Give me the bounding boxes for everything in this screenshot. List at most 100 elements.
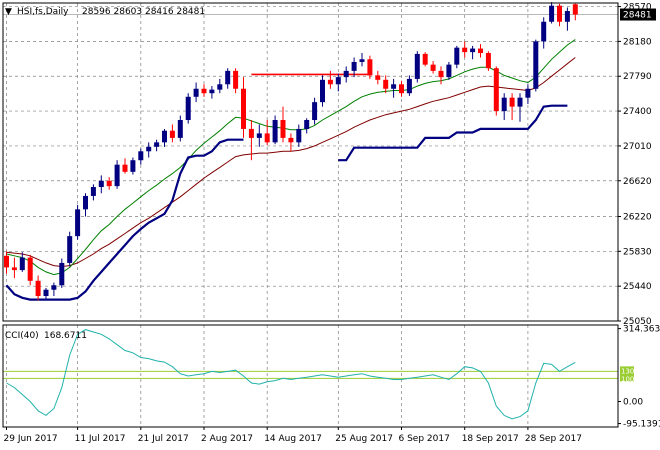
candle-body	[11, 267, 17, 271]
y-tick-label: 26620	[623, 177, 652, 187]
candle-body	[185, 96, 191, 121]
y-tick-label: 25830	[623, 247, 652, 257]
candle-body	[470, 48, 476, 53]
candle-body	[375, 75, 381, 80]
cci-y-tick-label: 314.3633	[623, 325, 660, 335]
candle-body	[193, 88, 199, 97]
candle-body	[177, 120, 183, 138]
candle-body	[122, 164, 128, 172]
cci-panel-frame	[2, 324, 619, 428]
cci-y-tick-label: 0.00	[623, 398, 643, 408]
candle-body	[296, 128, 302, 143]
cci-level-high-label: 130	[621, 367, 634, 375]
x-tick-label: 6 Sep 2017	[399, 434, 450, 444]
y-tick-label: 27010	[623, 142, 652, 152]
candle-body	[225, 70, 231, 85]
price-panel-frame	[2, 2, 619, 322]
candle-body	[454, 47, 460, 65]
candle-body	[430, 64, 436, 71]
candle-body	[51, 285, 57, 290]
candle-body	[162, 130, 167, 143]
candle-body	[367, 59, 373, 76]
candle-body	[438, 70, 444, 78]
candle-body	[391, 84, 397, 89]
candle-body	[485, 53, 491, 69]
candle-body	[399, 84, 404, 94]
candle-body	[75, 209, 81, 237]
candle-body	[320, 79, 325, 103]
candle-body	[90, 187, 96, 196]
candle-body	[280, 120, 286, 138]
candle-body	[327, 79, 333, 85]
trailing-stop-line	[338, 104, 568, 162]
y-tick-label: 25050	[623, 317, 652, 327]
x-tick-label: 25 Aug 2017	[335, 434, 393, 444]
candle-body	[493, 68, 499, 112]
candle-body	[478, 48, 483, 54]
candle-body	[462, 47, 468, 53]
y-tick-label: 28180	[623, 37, 652, 47]
candle-body	[169, 130, 175, 138]
candle-body	[422, 53, 428, 65]
x-tick-label: 18 Sep 2017	[462, 434, 519, 444]
candle-body	[272, 120, 278, 143]
candle-body	[549, 5, 555, 22]
x-tick-label: 11 Jul 2017	[75, 434, 126, 444]
candle-body	[288, 137, 294, 143]
candle-body	[501, 97, 507, 112]
candle-body	[359, 59, 365, 62]
candle-body	[35, 280, 41, 296]
candle-body	[335, 77, 341, 85]
candle-body	[446, 64, 452, 78]
candle-body	[130, 160, 136, 172]
candle-body	[541, 21, 547, 42]
candle-body	[572, 4, 578, 15]
candle-body	[533, 41, 539, 89]
candle-body	[146, 146, 152, 152]
x-tick-label: 21 Jul 2017	[138, 434, 189, 444]
candle-body	[83, 195, 88, 210]
candle-body	[343, 70, 349, 78]
candle-body	[19, 257, 25, 271]
candle-body	[557, 5, 562, 22]
candle-body	[114, 164, 120, 187]
candle-body	[525, 88, 531, 98]
x-tick-label: 28 Sep 2017	[525, 434, 582, 444]
candle-body	[233, 70, 239, 89]
cci-level-badge	[620, 366, 634, 382]
last-price-box	[620, 8, 656, 21]
candle-body	[564, 11, 570, 22]
chart-ohlc: 28596 28603 28416 28481	[82, 7, 205, 17]
candle-body	[4, 255, 9, 268]
candle-body	[304, 120, 310, 129]
chart-symbol: HSI,fs,Daily	[17, 7, 69, 17]
candle-body	[517, 97, 523, 107]
candle-body	[241, 88, 246, 129]
y-tick-label: 26220	[623, 212, 652, 222]
candle-body	[406, 78, 412, 94]
cci-line	[6, 329, 576, 420]
candle-body	[98, 180, 104, 188]
candle-body	[27, 257, 33, 281]
candle-body	[67, 236, 73, 263]
x-tick-label: 29 Jun 2017	[4, 434, 58, 444]
candle-body	[509, 97, 515, 107]
candle-body	[217, 84, 223, 90]
candle-body	[106, 180, 112, 187]
candle-body	[383, 79, 389, 89]
ema-slow-line	[6, 57, 576, 268]
dropdown-arrow-icon[interactable]: ▼	[5, 7, 12, 17]
y-tick-label: 27790	[623, 72, 652, 82]
last-price-label: 28481	[623, 11, 652, 21]
candle-body	[138, 151, 144, 161]
axes: 28570 28180 27790 27400 27010 26620 26220 25830…	[2, 2, 660, 444]
candle-body	[351, 61, 357, 71]
candle-body	[248, 128, 254, 138]
candle-body	[209, 89, 215, 94]
candle-body	[312, 102, 318, 121]
y-tick-label: 28570	[623, 3, 652, 13]
ema-fast-line	[6, 39, 576, 276]
candle-body	[414, 53, 420, 79]
